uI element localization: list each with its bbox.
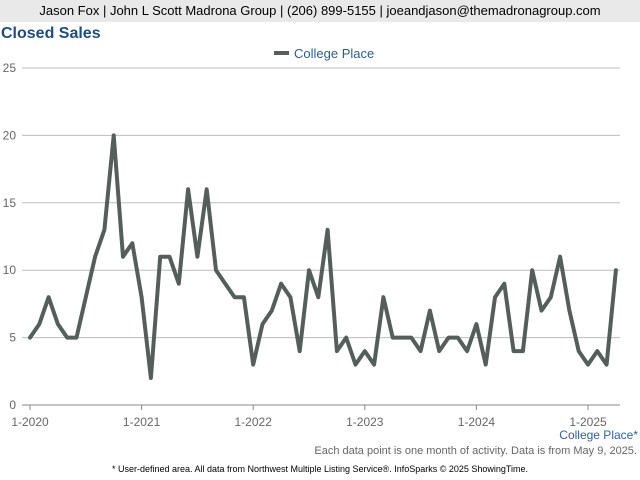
contact-header: Jason Fox | John L Scott Madrona Group |… xyxy=(0,0,640,22)
series-lines xyxy=(28,133,618,380)
disclaimer: * User-defined area. All data from North… xyxy=(111,464,529,474)
grid-lines xyxy=(22,67,620,406)
y-axis-ticks: 0 5 10 15 20 25 xyxy=(3,61,17,412)
legend: College Place xyxy=(274,46,374,61)
x-tick-label: 1-2022 xyxy=(235,415,273,429)
y-tick-label: 25 xyxy=(3,61,17,75)
x-tick-label: 1-2020 xyxy=(11,415,49,429)
series-line-college-place xyxy=(28,133,618,380)
x-tick-label: 1-2021 xyxy=(123,415,161,429)
x-tick-label: 1-2024 xyxy=(458,415,496,429)
x-tick-label: 1-2023 xyxy=(346,415,384,429)
x-tick-label: 1-2025 xyxy=(569,415,607,429)
area-label: College Place* xyxy=(559,428,638,442)
legend-label: College Place xyxy=(294,46,374,61)
data-note: Each data point is one month of activity… xyxy=(314,445,637,457)
y-tick-label: 0 xyxy=(9,398,16,412)
x-axis: 1-2020 1-2021 1-2022 1-2023 1-2024 1-2025 xyxy=(11,405,607,429)
y-tick-label: 5 xyxy=(9,331,16,345)
y-tick-label: 15 xyxy=(3,196,17,210)
y-tick-label: 10 xyxy=(3,263,17,277)
y-tick-label: 20 xyxy=(3,128,17,142)
page-title: Closed Sales xyxy=(1,25,101,42)
